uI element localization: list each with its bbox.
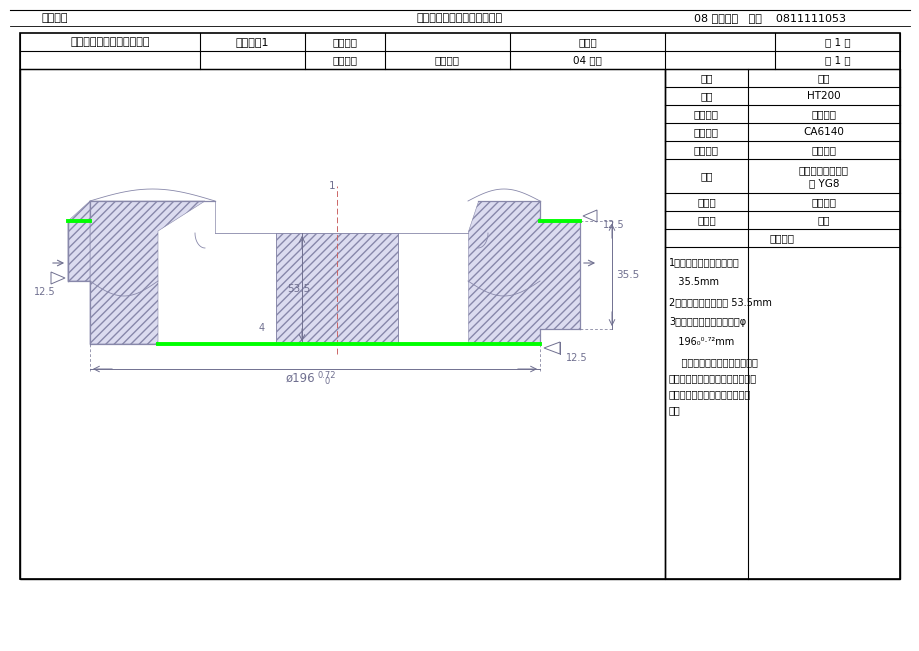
Text: 4: 4 bbox=[258, 323, 265, 333]
Text: 刀 YG8: 刀 YG8 bbox=[808, 178, 838, 189]
Text: 《机械制造工艺学》课程设计: 《机械制造工艺学》课程设计 bbox=[416, 13, 503, 23]
Text: 工序内容: 工序内容 bbox=[769, 233, 794, 243]
Text: CA6140: CA6140 bbox=[802, 127, 844, 137]
Text: 华侨大学: 华侨大学 bbox=[41, 13, 68, 23]
Text: 04 粗车: 04 粗车 bbox=[573, 55, 601, 65]
Text: 08 机电一班   张册    0811111053: 08 机电一班 张册 0811111053 bbox=[693, 13, 845, 23]
Text: 材料: 材料 bbox=[699, 91, 712, 101]
Text: 1、粗车飞边后端面至尺寸: 1、粗车飞边后端面至尺寸 bbox=[668, 257, 739, 267]
Text: 使用专用夹具（长销小平面组: 使用专用夹具（长销小平面组 bbox=[668, 357, 757, 367]
Text: 专用夹具: 专用夹具 bbox=[811, 145, 835, 155]
Bar bbox=[664, 69, 899, 579]
Bar bbox=[20, 69, 664, 579]
Text: 金工: 金工 bbox=[817, 73, 829, 83]
Text: 共 1 页: 共 1 页 bbox=[823, 55, 849, 65]
Text: 夹具名称: 夹具名称 bbox=[693, 145, 719, 155]
Polygon shape bbox=[90, 201, 205, 344]
Bar bbox=[20, 33, 899, 579]
Text: 12.5: 12.5 bbox=[565, 353, 587, 363]
Text: 3、粗车肋板外圆面至尺寸φ: 3、粗车肋板外圆面至尺寸φ bbox=[668, 317, 745, 327]
Text: 第 1 页: 第 1 页 bbox=[823, 37, 849, 47]
Text: 12.5: 12.5 bbox=[602, 220, 624, 230]
Text: 主轴承盖: 主轴承盖 bbox=[435, 55, 460, 65]
Text: 端面车刀、外圆车: 端面车刀、外圆车 bbox=[798, 165, 848, 175]
Text: 1: 1 bbox=[328, 181, 335, 191]
Polygon shape bbox=[276, 233, 398, 344]
Text: 下工序: 下工序 bbox=[697, 215, 715, 225]
Text: 粗车: 粗车 bbox=[817, 215, 829, 225]
Text: 机床型号: 机床型号 bbox=[693, 127, 719, 137]
Text: 机床名称: 机床名称 bbox=[693, 109, 719, 119]
Text: 35.5: 35.5 bbox=[616, 270, 639, 280]
Text: 196₀⁰·⁷²mm: 196₀⁰·⁷²mm bbox=[668, 337, 733, 347]
Text: 零件图号: 零件图号 bbox=[332, 37, 357, 47]
Text: 12.5: 12.5 bbox=[34, 287, 56, 297]
Polygon shape bbox=[68, 201, 90, 281]
Text: 0.72: 0.72 bbox=[317, 370, 335, 380]
Text: 2、粗车后端面至尺寸 53.5mm: 2、粗车后端面至尺寸 53.5mm bbox=[668, 297, 771, 307]
Text: 53.5: 53.5 bbox=[287, 283, 311, 294]
Text: 上工序: 上工序 bbox=[697, 197, 715, 207]
Text: 0: 0 bbox=[324, 378, 329, 387]
Text: 工艺附图1: 工艺附图1 bbox=[235, 37, 269, 47]
Text: 华侨大学机电及自动化学院: 华侨大学机电及自动化学院 bbox=[70, 37, 150, 47]
Text: 清洗检查: 清洗检查 bbox=[811, 197, 835, 207]
Text: 零件名称: 零件名称 bbox=[332, 55, 357, 65]
Text: 刀具: 刀具 bbox=[699, 171, 712, 181]
Text: 车间: 车间 bbox=[699, 73, 712, 83]
Text: 普通车床: 普通车床 bbox=[811, 109, 835, 119]
Text: 35.5mm: 35.5mm bbox=[668, 277, 719, 287]
Text: 同轴度和飞边后端面的垂直度要: 同轴度和飞边后端面的垂直度要 bbox=[668, 389, 751, 399]
Text: ø196: ø196 bbox=[285, 372, 314, 385]
Text: 求。: 求。 bbox=[668, 405, 680, 415]
Text: 工序号: 工序号 bbox=[577, 37, 596, 47]
Text: 合），通过定位保证肋板外圆面的: 合），通过定位保证肋板外圆面的 bbox=[668, 373, 756, 383]
Polygon shape bbox=[468, 201, 579, 344]
Text: HT200: HT200 bbox=[806, 91, 840, 101]
